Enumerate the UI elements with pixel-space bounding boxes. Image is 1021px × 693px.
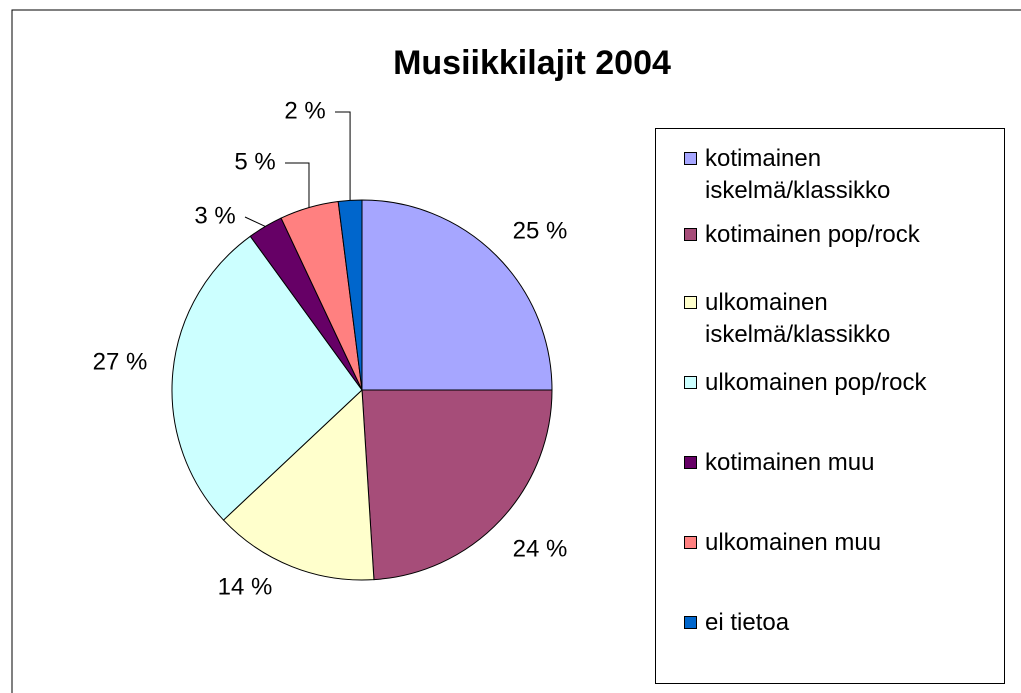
- leader-line: [244, 216, 266, 227]
- pie-slice: [222, 388, 375, 581]
- legend: kotimainen iskelmä/klassikko kotimainen p…: [655, 128, 1005, 684]
- legend-entry: ulkomainen iskelmä/klassikko: [684, 287, 984, 351]
- legend-entry: kotimainen pop/rock: [684, 219, 984, 251]
- legend-entry: ei tietoa: [684, 607, 984, 639]
- chart-title: Musiikkilajit 2004: [393, 44, 671, 82]
- pie-slice: [361, 199, 553, 391]
- pie-slice: [171, 235, 363, 521]
- data-label: 14 %: [218, 573, 273, 600]
- legend-label: kotimainen iskelmä/klassikko: [705, 145, 891, 204]
- legend-entry: kotimainen iskelmä/klassikko: [684, 143, 984, 207]
- legend-entry: ulkomainen muu: [684, 527, 984, 559]
- legend-label: ei tietoa: [705, 609, 790, 636]
- legend-label: kotimainen pop/rock: [705, 221, 920, 248]
- legend-swatch: [684, 296, 697, 309]
- chart-border: [11, 9, 1021, 693]
- legend-swatch: [684, 616, 697, 629]
- legend-entry: ulkomainen pop/rock: [684, 367, 984, 399]
- legend-label: ulkomainen iskelmä/klassikko: [705, 289, 891, 348]
- legend-label: ulkomainen muu: [705, 529, 882, 556]
- data-label: 27 %: [93, 348, 148, 375]
- legend-swatch: [684, 376, 697, 389]
- leader-line: [335, 111, 351, 201]
- data-label: 25 %: [513, 217, 568, 244]
- legend-label: ulkomainen pop/rock: [705, 369, 927, 396]
- legend-label: kotimainen muu: [705, 449, 875, 476]
- legend-swatch: [684, 456, 697, 469]
- leader-line: [285, 162, 310, 208]
- pie-slice: [361, 389, 553, 581]
- legend-swatch: [684, 536, 697, 549]
- legend-swatch: [684, 228, 697, 241]
- data-label: 24 %: [513, 535, 568, 562]
- legend-entry: kotimainen muu: [684, 447, 984, 479]
- data-label: 5 %: [234, 148, 275, 175]
- data-label: 2 %: [284, 97, 325, 124]
- data-label: 3 %: [194, 202, 235, 229]
- legend-swatch: [684, 152, 697, 165]
